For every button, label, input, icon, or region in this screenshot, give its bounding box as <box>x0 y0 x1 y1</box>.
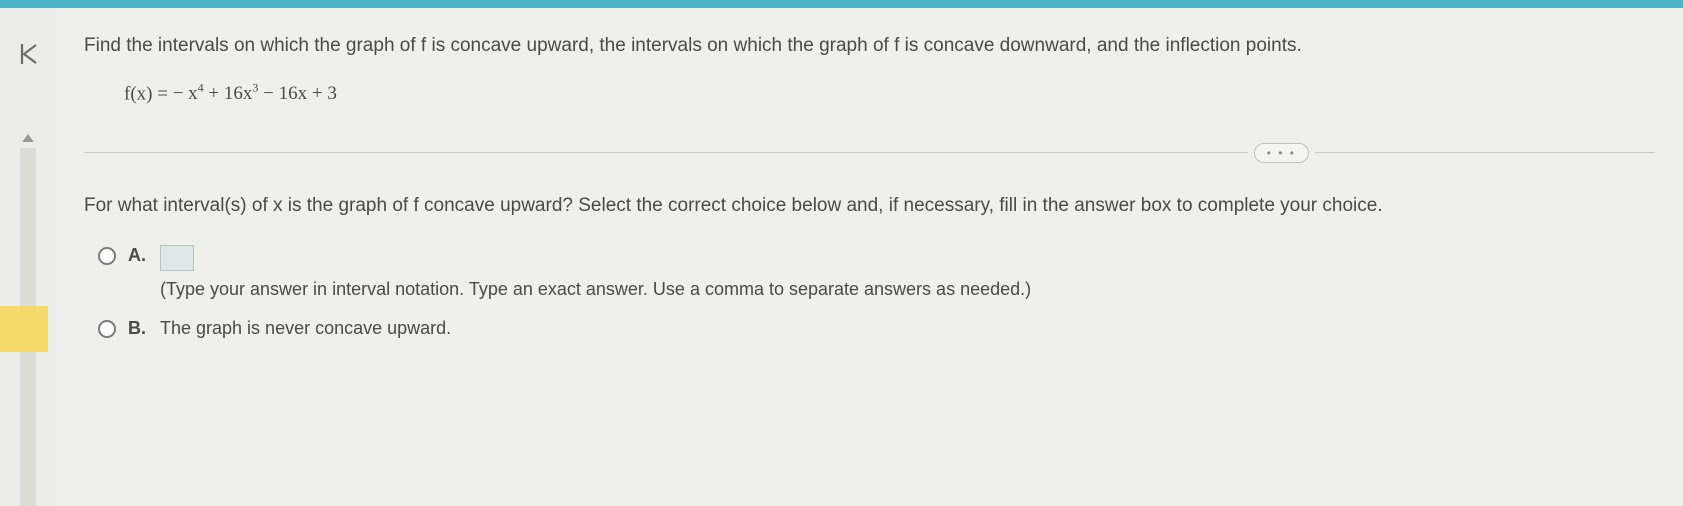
more-pill-button[interactable]: • • • <box>1254 143 1309 163</box>
divider-line-right <box>1315 152 1655 153</box>
highlight-marker <box>0 306 48 352</box>
left-sidebar-inner <box>0 8 56 506</box>
divider-row: • • • <box>84 143 1655 163</box>
chevron-up-icon <box>22 134 34 142</box>
choice-b-radio[interactable] <box>98 320 116 338</box>
choice-a-row: A. (Type your answer in interval notatio… <box>98 245 1655 300</box>
scroll-up-button[interactable] <box>20 130 36 146</box>
choice-a-hint: (Type your answer in interval notation. … <box>160 279 1031 300</box>
choice-a-body: (Type your answer in interval notation. … <box>160 245 1031 300</box>
top-accent-bar <box>0 0 1683 8</box>
divider-line-left <box>84 152 1248 153</box>
choice-a-answer-input[interactable] <box>160 245 194 271</box>
sub-question-text: For what interval(s) of x is the graph o… <box>84 195 1655 217</box>
page-container: Find the intervals on which the graph of… <box>0 8 1683 506</box>
question-prompt: Find the intervals on which the graph of… <box>84 32 1655 61</box>
left-sidebar <box>0 8 56 506</box>
content-area: Find the intervals on which the graph of… <box>56 8 1683 506</box>
choice-b-label: B. <box>128 318 150 339</box>
back-button[interactable] <box>10 36 46 72</box>
choice-a-label: A. <box>128 245 150 266</box>
formula-prefix: f(x) = <box>124 83 173 104</box>
question-formula: f(x) = − x4 + 16x3 − 16x + 3 <box>124 81 1655 105</box>
formula-body: − x4 + 16x3 − 16x + 3 <box>173 83 337 104</box>
choice-b-text: The graph is never concave upward. <box>160 318 451 339</box>
choice-a-radio[interactable] <box>98 247 116 265</box>
back-arrow-icon <box>14 40 42 68</box>
choice-b-row: B. The graph is never concave upward. <box>98 318 1655 339</box>
